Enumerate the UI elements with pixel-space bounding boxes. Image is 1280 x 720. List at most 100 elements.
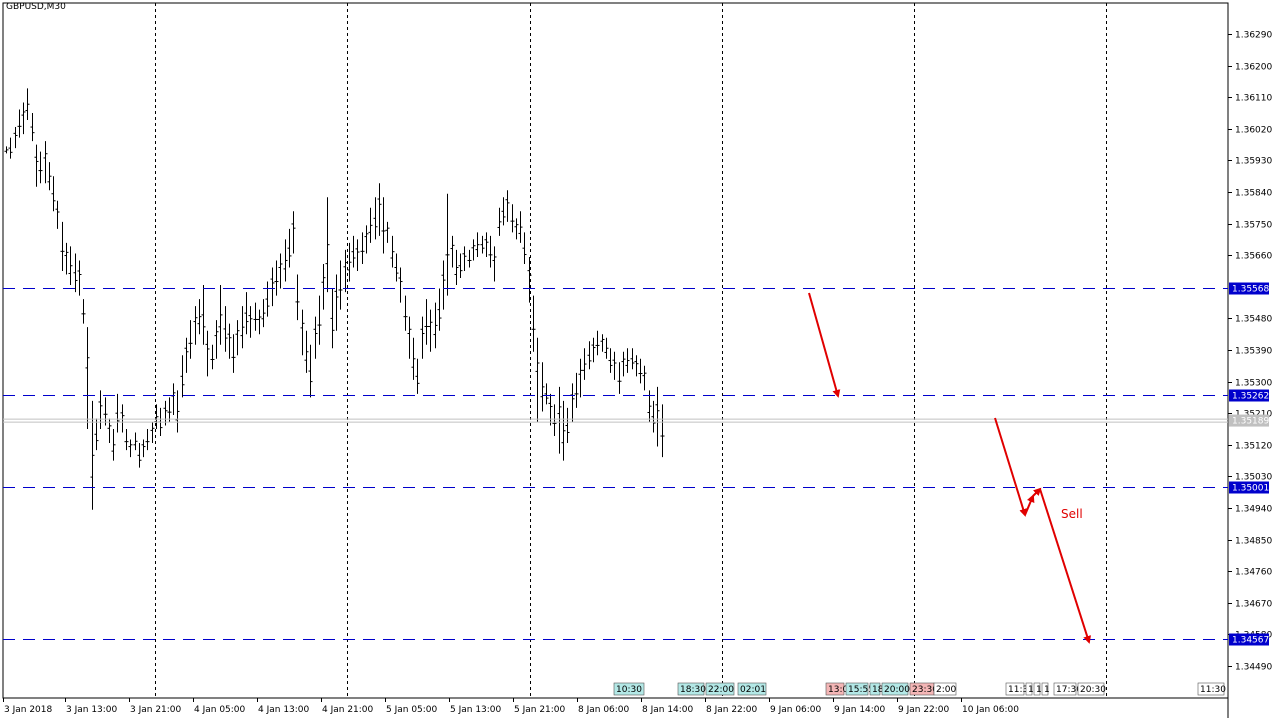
price-tick-label: 1.36290 (1235, 31, 1272, 41)
level-tag-bg (1229, 633, 1269, 646)
bid-price-tag: 1.35189 (1229, 414, 1269, 427)
ohlc-bar (587, 341, 592, 370)
ohlc-bar (420, 316, 425, 359)
ohlc-bar (450, 235, 455, 268)
ohlc-bar (201, 285, 206, 345)
ohlc-bar (133, 432, 138, 451)
time-tick-label: 5 Jan 21:00 (514, 705, 566, 715)
ohlc-bar (321, 263, 326, 310)
ohlc-bar (265, 281, 270, 317)
price-tick-label: 1.35930 (1235, 157, 1272, 167)
ohlc-bar (514, 218, 519, 240)
level-price-tag: 1.35262 (1229, 389, 1269, 402)
ohlc-bar (163, 400, 168, 426)
ohlc-bar (60, 221, 65, 271)
ohlc-bar (115, 393, 120, 433)
ohlc-bar (368, 207, 373, 243)
price-tick-label: 1.36110 (1235, 94, 1272, 104)
price-tick-label: 1.35480 (1235, 315, 1272, 325)
ohlc-bar (531, 295, 536, 352)
level-tag-label: 1.35001 (1232, 484, 1269, 494)
symbol-timeframe-label: GBPUSD,M30 (6, 2, 66, 12)
ohlc-bar (497, 207, 502, 236)
ohlc-bar (94, 418, 99, 451)
price-tick-label: 1.36200 (1235, 63, 1272, 73)
session-marker-label: 18 (872, 685, 884, 695)
ohlc-bar (188, 320, 193, 359)
ohlc-bar (445, 193, 450, 296)
level-price-tag: 1.35568 (1229, 282, 1269, 295)
session-marker: 22:00 (705, 682, 735, 696)
time-tick-label: 8 Jan 06:00 (578, 705, 630, 715)
price-tick-label: 1.35390 (1235, 347, 1272, 357)
trend-arrow (808, 292, 841, 398)
ohlc-bar (197, 299, 202, 335)
ohlc-bar (347, 242, 352, 282)
ohlc-bar (642, 365, 647, 391)
ohlc-bar (540, 362, 545, 412)
ohlc-bar (81, 299, 86, 324)
session-marker-bg (825, 682, 845, 696)
session-marker: 11:30 (1197, 682, 1226, 696)
price-tick-label: 1.35030 (1235, 473, 1272, 483)
ohlc-bar (462, 246, 467, 271)
level-tag-label: 1.34567 (1232, 636, 1269, 646)
ohlc-bar (458, 253, 463, 279)
ohlc-bar (145, 429, 150, 451)
session-marker: 2:00 (933, 682, 956, 696)
ohlc-bar (617, 362, 622, 394)
session-marker: 1 (1033, 682, 1042, 696)
session-marker: 18:30 (677, 682, 706, 696)
ohlc-bar (522, 232, 527, 264)
ohlc-bar (630, 348, 635, 370)
ohlc-bar (578, 358, 583, 398)
ohlc-bar (424, 299, 429, 345)
ohlc-bar (85, 327, 90, 429)
ohlc-bar (591, 337, 596, 363)
price-tick-label: 1.34490 (1235, 663, 1272, 673)
ohlc-bar (38, 151, 43, 184)
ohlc-bar (398, 267, 403, 303)
ohlc-bar (552, 404, 557, 437)
ohlc-bar (287, 228, 292, 268)
ohlc-series (4, 88, 665, 510)
session-marker-bg (613, 682, 645, 696)
ohlc-bar (21, 102, 26, 135)
ohlc-bar (638, 358, 643, 384)
ohlc-bar (124, 429, 129, 451)
ohlc-bar (480, 235, 485, 254)
price-tick-label: 1.35750 (1235, 221, 1272, 231)
ohlc-bar (240, 306, 245, 349)
session-marker-label: 20:00 (884, 685, 910, 695)
ohlc-bar (64, 242, 69, 275)
level-tag-bg (1229, 282, 1269, 295)
ohlc-bar (612, 351, 617, 380)
ohlc-bar (120, 404, 125, 433)
ohlc-bar (582, 348, 587, 380)
price-tick-label: 1.35840 (1235, 189, 1272, 199)
time-tick-label: 5 Jan 05:00 (386, 705, 438, 715)
session-marker: 02:01 (737, 682, 767, 696)
trend-arrow (1032, 487, 1042, 497)
price-tick-label: 1.35210 (1235, 410, 1272, 420)
ohlc-bar (244, 292, 249, 335)
time-tick-label: 8 Jan 14:00 (642, 705, 694, 715)
session-marker-label: 2:00 (936, 685, 956, 695)
session-marker-label: 18:30 (680, 685, 706, 695)
ohlc-bar (557, 386, 562, 454)
ohlc-bar (51, 176, 56, 212)
price-tick-label: 1.35300 (1235, 379, 1272, 389)
ohlc-bar (407, 316, 412, 359)
level-tag-bg (1229, 481, 1269, 494)
ohlc-bar (128, 439, 133, 458)
ohlc-bar (137, 443, 142, 468)
ohlc-bar (561, 400, 566, 461)
session-marker-label: 17:30 (1056, 685, 1082, 695)
ohlc-bar (364, 225, 369, 254)
session-marker: 13:0 (825, 682, 848, 696)
ohlc-bar (621, 351, 626, 377)
ohlc-bar (338, 260, 343, 310)
trend-arrow (1039, 488, 1091, 644)
